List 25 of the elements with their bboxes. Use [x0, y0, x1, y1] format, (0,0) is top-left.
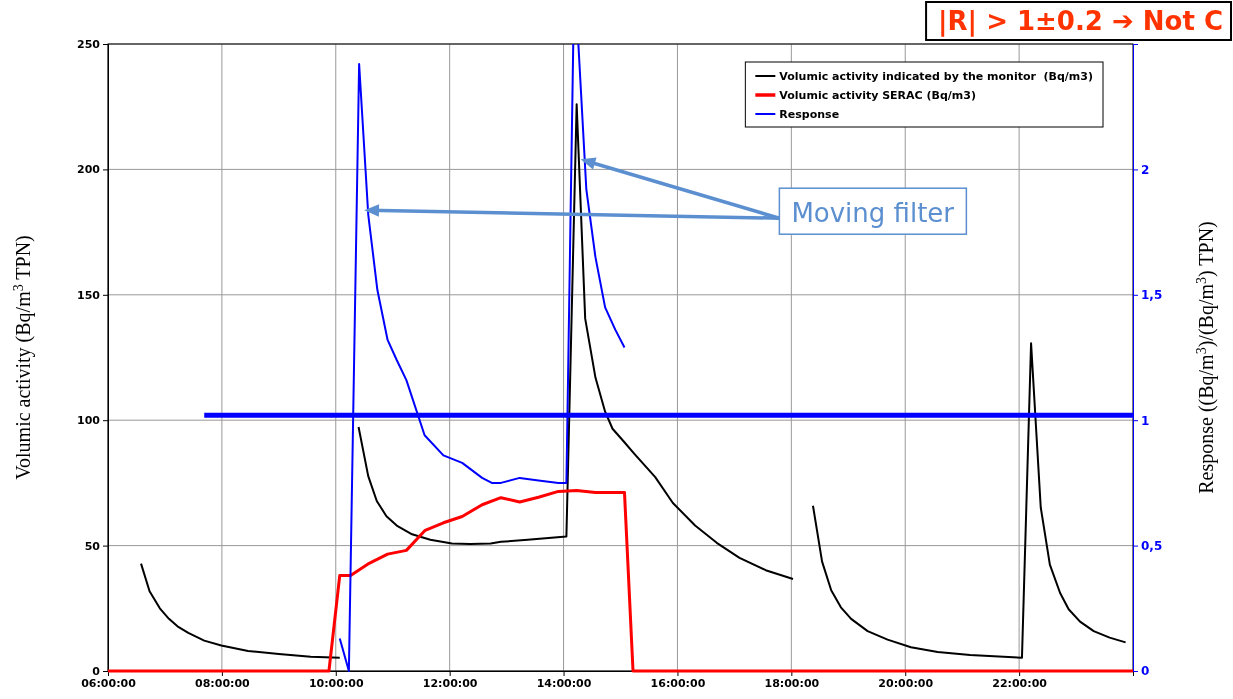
y-tick-label: 250 [77, 38, 101, 52]
x-tick-label: 08:00:00 [195, 676, 251, 690]
y-tick-label: 150 [77, 288, 101, 302]
x-tick-label: 20:00:00 [878, 676, 934, 690]
y2-tick-label: 0,5 [1141, 538, 1163, 553]
x-tick-label: 12:00:00 [422, 676, 478, 690]
y-tick-label: 200 [77, 163, 101, 177]
y2-tick-label: 0 [1141, 664, 1150, 679]
x-tick-label: 22:00:00 [992, 676, 1048, 690]
x-tick-label: 10:00:00 [308, 676, 364, 690]
legend-label: Volumic activity indicated by the monitor (Bq/m3) [779, 69, 1093, 83]
x-tick-label: 06:00:00 [81, 676, 137, 690]
y-tick-label: 100 [77, 414, 101, 428]
y2-tick-label: 1 [1141, 413, 1150, 428]
legend-label: Volumic activity SERAC (Bq/m3) [779, 88, 976, 102]
y2-tick-label: 1,5 [1141, 288, 1163, 303]
annotation: Moving filter [791, 198, 955, 229]
x-tick-label: 16:00:00 [650, 676, 706, 690]
x-tick-label: 14:00:00 [536, 676, 592, 690]
text: |R| > 1±0.2 ➔ Not C [938, 6, 1223, 37]
legend-label: Response [779, 107, 840, 121]
y-tick-label: 50 [84, 539, 101, 553]
x-tick-label: 18:00:00 [764, 676, 820, 690]
y2-tick-label: 2 [1141, 162, 1150, 177]
y-tick-label: 0 [92, 665, 101, 679]
